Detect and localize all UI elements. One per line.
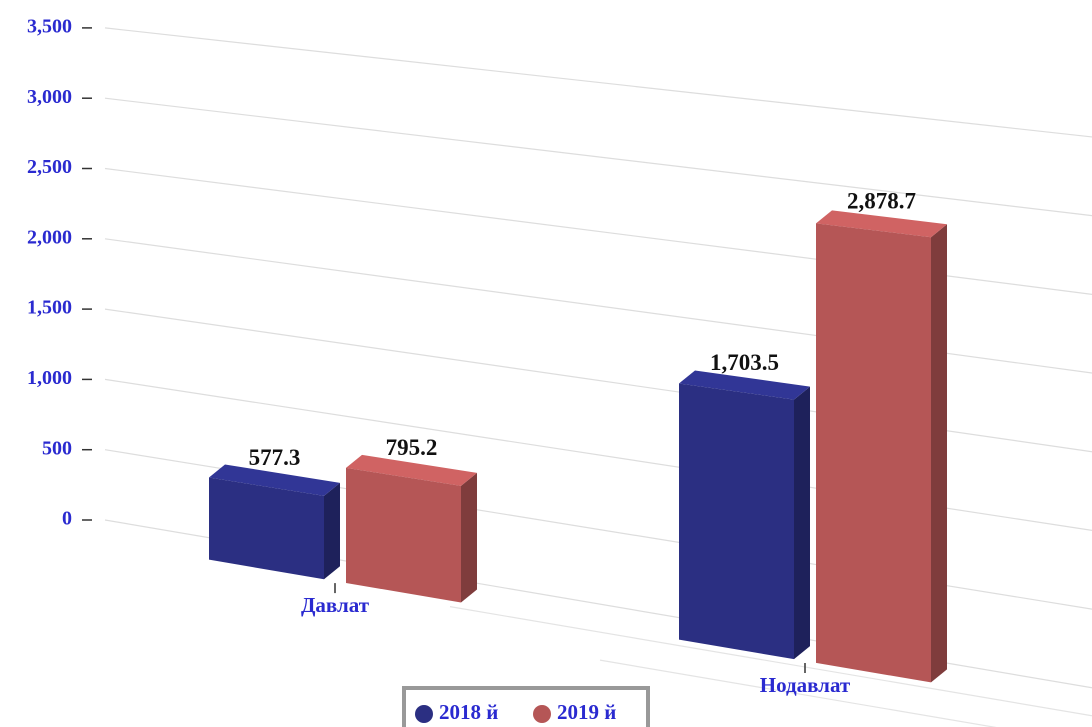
bar — [816, 210, 947, 683]
x-tick-label: Давлат — [301, 593, 370, 617]
y-tick-label: 1,000 — [27, 367, 72, 389]
bar-side — [461, 472, 477, 603]
legend-swatch — [533, 705, 551, 723]
y-tick-label: 2,000 — [27, 226, 72, 248]
bar-top — [679, 370, 810, 400]
y-tick-label: 0 — [62, 508, 72, 530]
grid-line — [104, 27, 1092, 138]
floor-line — [599, 659, 997, 727]
value-label: 1,703.5 — [710, 350, 779, 375]
grid-line — [104, 97, 1092, 217]
value-label: 2,878.7 — [847, 189, 916, 214]
legend-box — [402, 686, 650, 727]
bar — [346, 454, 477, 603]
bar — [679, 370, 810, 660]
y-tick-label: 3,000 — [27, 86, 72, 108]
bar-side — [794, 386, 810, 660]
y-tick-label: 3,500 — [27, 15, 72, 37]
bar — [209, 464, 340, 580]
bar-top — [816, 210, 947, 238]
bar-front — [679, 383, 794, 660]
legend-label: 2019 й — [557, 700, 616, 724]
legend-label: 2018 й — [439, 700, 498, 724]
x-tick-label: Нодавлат — [760, 673, 851, 697]
bar-front — [209, 477, 324, 580]
legend-swatch — [415, 705, 433, 723]
y-tick-label: 500 — [42, 437, 72, 459]
bar-front — [816, 223, 931, 683]
value-label: 577.3 — [249, 445, 301, 470]
value-label: 795.2 — [386, 435, 438, 460]
bar-front — [346, 467, 461, 603]
bar-side — [324, 482, 340, 580]
floor-line — [449, 606, 1092, 717]
y-tick-label: 2,500 — [27, 156, 72, 178]
bar-top — [346, 454, 477, 486]
y-tick-label: 1,500 — [27, 297, 72, 319]
bar-side — [931, 224, 947, 683]
bar-top — [209, 464, 340, 496]
